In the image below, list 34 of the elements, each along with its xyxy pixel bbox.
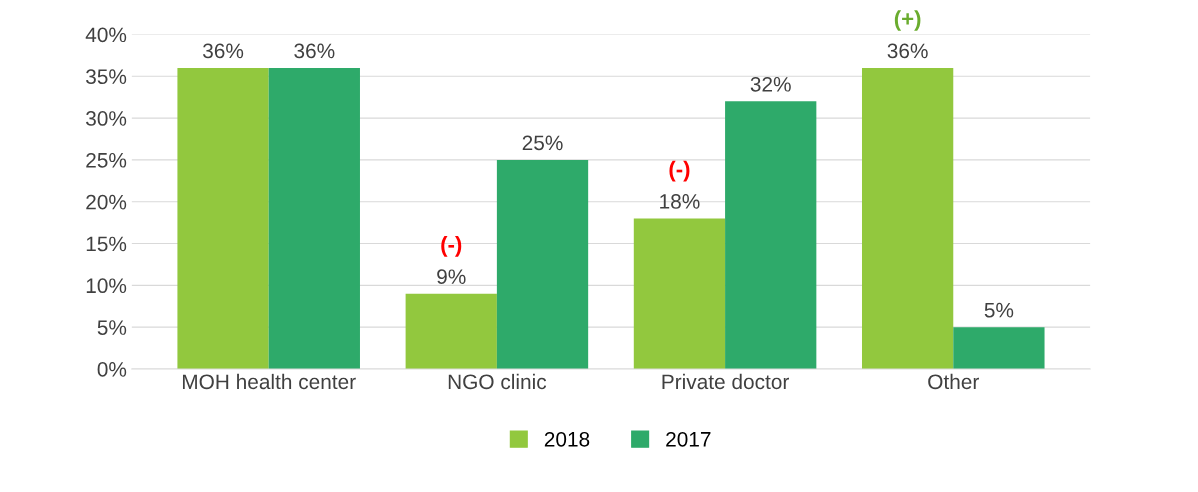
- x-tick-label: Other: [928, 373, 979, 390]
- bar: [861, 67, 954, 369]
- y-tick-label: 40%: [85, 27, 127, 43]
- data-label: 9%: [437, 269, 466, 285]
- bar: [405, 293, 497, 369]
- data-label: 18%: [660, 194, 700, 209]
- data-label: 36%: [203, 43, 244, 59]
- annotation: (-): [441, 235, 462, 257]
- y-tick-label: 35%: [86, 69, 127, 85]
- bar: [496, 159, 589, 369]
- x-tick-label: MOH health center: [182, 373, 356, 390]
- y-tick-label: 20%: [86, 194, 127, 210]
- data-label: 5%: [984, 302, 1014, 318]
- data-label: 32%: [750, 76, 791, 92]
- data-label: 25%: [522, 135, 563, 151]
- x-tick-label: Private doctor: [662, 373, 789, 390]
- y-tick-label: 5%: [97, 320, 127, 335]
- bar: [177, 67, 269, 369]
- annotation: (+): [894, 10, 921, 31]
- bar: [953, 327, 1045, 369]
- y-tick-label: 15%: [86, 236, 127, 252]
- y-tick-label: 10%: [86, 278, 127, 294]
- data-label: 36%: [294, 43, 335, 59]
- annotation: (-): [669, 160, 690, 182]
- x-tick-label: NGO clinic: [448, 373, 547, 390]
- y-tick-label: 0%: [97, 362, 127, 377]
- bar: [633, 218, 726, 369]
- legend-label: 2018: [544, 431, 590, 447]
- bar: [725, 101, 817, 369]
- y-tick-label: 25%: [86, 152, 127, 168]
- bar: [268, 67, 360, 369]
- y-tick-label: 30%: [86, 111, 127, 126]
- data-label: 36%: [887, 43, 928, 59]
- legend-label: 2017: [666, 431, 711, 447]
